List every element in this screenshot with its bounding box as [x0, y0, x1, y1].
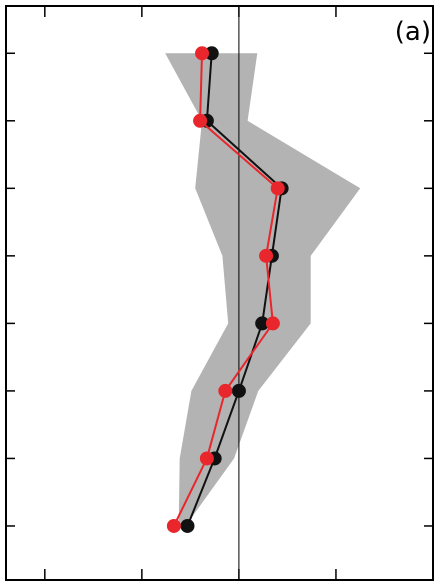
series-1-point	[231, 383, 246, 398]
range-band	[165, 53, 361, 527]
series-2-point	[195, 46, 210, 61]
series-group	[166, 46, 289, 533]
series-2-point	[259, 248, 274, 263]
plot-frame	[5, 5, 434, 581]
series-2-point	[218, 383, 233, 398]
series-2-point	[193, 113, 208, 128]
panel-label: (a)	[395, 17, 431, 47]
series-1-point	[204, 46, 219, 61]
series-1-point	[180, 518, 195, 533]
series-2-point	[199, 451, 214, 466]
series-1-line	[186, 53, 283, 527]
series-2-point	[166, 518, 181, 533]
series-2-line	[173, 53, 279, 527]
series-1-point	[255, 316, 270, 331]
series-2-point	[265, 316, 280, 331]
series-2-point	[270, 181, 285, 196]
